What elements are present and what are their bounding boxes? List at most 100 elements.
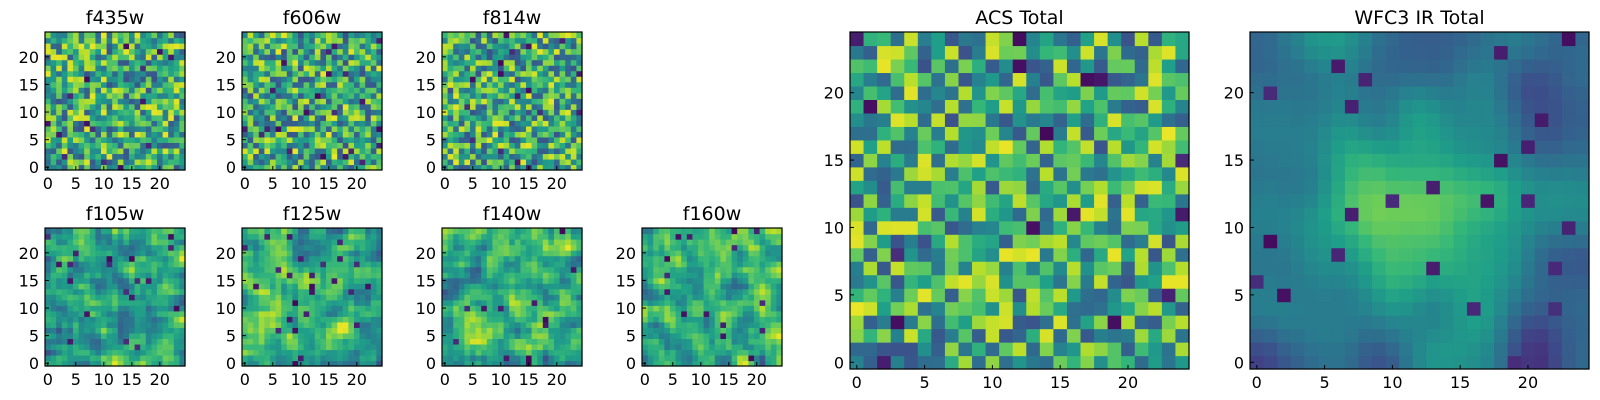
- heatmap-cell: [309, 283, 316, 290]
- heatmap-cell: [101, 305, 108, 312]
- heatmap-cell: [365, 120, 372, 127]
- heatmap-cell: [731, 228, 738, 235]
- heatmap-cell: [78, 305, 85, 312]
- heatmap-cell: [498, 272, 505, 279]
- heatmap-cell: [348, 103, 355, 110]
- heatmap-cell: [531, 261, 538, 268]
- heatmap-cell: [542, 59, 549, 66]
- heatmap-cell: [309, 305, 316, 312]
- heatmap-cell: [298, 120, 305, 127]
- heatmap-cell: [565, 233, 572, 240]
- heatmap-cell: [542, 250, 549, 257]
- heatmap-cell: [151, 250, 158, 257]
- heatmap-cell: [917, 112, 932, 127]
- heatmap-cell: [464, 261, 471, 268]
- heatmap-cell: [326, 43, 333, 50]
- heatmap-cell: [342, 114, 349, 121]
- heatmap-cell: [486, 76, 493, 83]
- heatmap-cell: [470, 250, 477, 257]
- y-tick-label: 20: [19, 48, 39, 67]
- heatmap-cell: [514, 70, 521, 77]
- y-tick-label: 10: [416, 299, 436, 318]
- y-tick-label: 0: [626, 354, 636, 373]
- heatmap-cell: [84, 310, 91, 317]
- heatmap-cell: [275, 354, 282, 362]
- heatmap-cell: [275, 266, 282, 273]
- heatmap-cell: [542, 349, 549, 356]
- heatmap-cell: [253, 147, 260, 155]
- heatmap-cell: [157, 142, 164, 149]
- heatmap-cell: [570, 125, 577, 132]
- heatmap-cell: [129, 43, 136, 50]
- heatmap-cell: [365, 354, 372, 362]
- heatmap-cell: [548, 250, 555, 257]
- heatmap-cell: [442, 321, 449, 328]
- heatmap-cell: [917, 342, 932, 357]
- heatmap-cell: [95, 332, 102, 339]
- heatmap-cell: [281, 288, 288, 295]
- heatmap-cell: [67, 266, 74, 273]
- heatmap-cell: [1080, 355, 1095, 370]
- heatmap-cell: [748, 266, 755, 273]
- heatmap-cell: [754, 305, 761, 312]
- heatmap-cell: [904, 315, 919, 330]
- heatmap-cell: [442, 272, 449, 279]
- heatmap-cell: [264, 272, 271, 279]
- heatmap-cell: [492, 131, 499, 138]
- heatmap-cell: [78, 136, 85, 143]
- heatmap-cell: [168, 153, 175, 160]
- heatmap-cell: [917, 153, 932, 168]
- heatmap-cell: [481, 164, 488, 171]
- heatmap-cell: [281, 360, 288, 367]
- heatmap-cell: [647, 316, 654, 323]
- heatmap-cell: [157, 103, 164, 110]
- heatmap-cell: [179, 250, 186, 257]
- y-tick-label: 0: [29, 158, 39, 177]
- heatmap-cell: [309, 109, 316, 116]
- heatmap-cell: [537, 142, 544, 149]
- heatmap-cell: [145, 32, 152, 39]
- heatmap-cell: [890, 247, 905, 262]
- heatmap-cell: [326, 103, 333, 110]
- heatmap-cell: [526, 87, 533, 94]
- heatmap-cell: [281, 103, 288, 110]
- heatmap-cell: [481, 103, 488, 110]
- heatmap-cell: [1053, 166, 1068, 181]
- heatmap-cell: [314, 142, 321, 149]
- heatmap-cell: [370, 136, 377, 143]
- heatmap-cell: [326, 147, 333, 155]
- heatmap-cell: [554, 299, 561, 306]
- heatmap-cell: [664, 255, 671, 262]
- heatmap-cell: [45, 244, 52, 251]
- heatmap-cell: [985, 301, 1000, 316]
- heatmap-cell: [481, 48, 488, 55]
- heatmap-cell: [309, 98, 316, 105]
- heatmap-cell: [258, 98, 265, 105]
- heatmap-cell: [453, 125, 460, 132]
- heatmap-cell: [78, 164, 85, 171]
- heatmap-cell: [1134, 247, 1149, 262]
- heatmap-cell: [326, 81, 333, 88]
- heatmap-cell: [447, 261, 454, 268]
- heatmap-cell: [365, 81, 372, 88]
- heatmap-cell: [498, 316, 505, 323]
- heatmap-cell: [337, 250, 344, 257]
- heatmap-cell: [303, 65, 310, 72]
- heatmap-cell: [151, 343, 158, 351]
- heatmap-cell: [112, 244, 119, 251]
- heatmap-cell: [554, 310, 561, 317]
- heatmap-cell: [850, 112, 865, 127]
- heatmap-cell: [298, 136, 305, 143]
- heatmap-cell: [173, 98, 180, 105]
- heatmap-cell: [458, 316, 465, 323]
- heatmap-cell: [726, 288, 733, 295]
- heatmap-cell: [470, 244, 477, 251]
- heatmap-cell: [737, 316, 744, 323]
- heatmap-cell: [179, 233, 186, 240]
- heatmap-cell: [442, 255, 449, 262]
- heatmap-cell: [242, 228, 249, 235]
- heatmap-cell: [863, 126, 878, 141]
- heatmap-cell: [162, 125, 169, 132]
- heatmap-cell: [731, 305, 738, 312]
- heatmap-cell: [681, 283, 688, 290]
